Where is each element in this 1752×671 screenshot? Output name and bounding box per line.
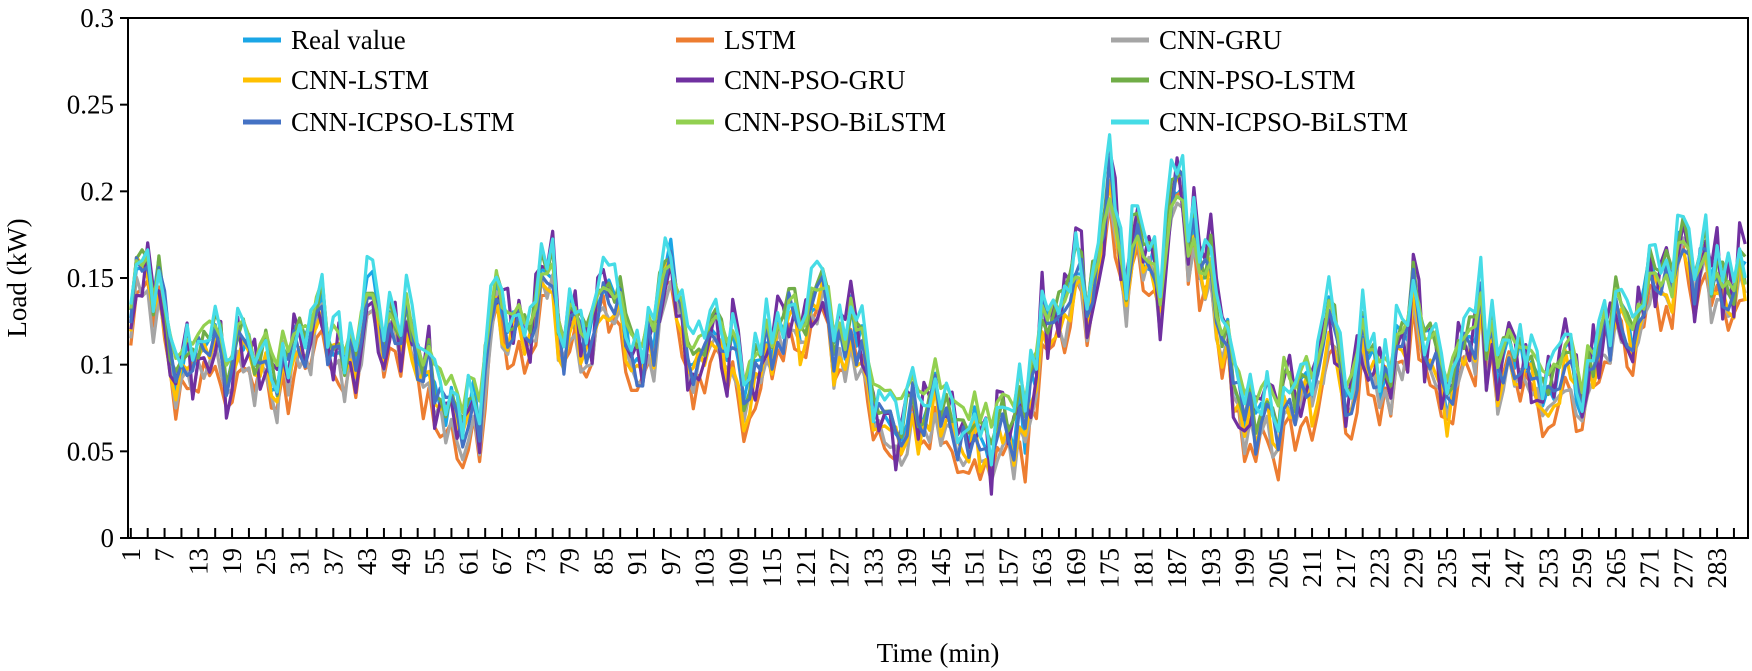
x-tick-label: 61 xyxy=(453,548,483,575)
x-tick-label: 259 xyxy=(1567,548,1597,589)
legend: Real value LSTM CNN-GRU CNN-LSTM CNN-PSO-GRU… xyxy=(243,25,1408,137)
x-tick-label: 217 xyxy=(1331,548,1361,589)
x-axis: 1 7 13 19 25 31 37 43 49 55 61 67 73 79 85 91 97 103 109 11… xyxy=(116,528,1735,589)
y-tick-label: 0 xyxy=(101,523,115,553)
x-tick-label: 175 xyxy=(1095,548,1125,589)
x-tick-label: 73 xyxy=(521,548,551,575)
x-tick-label: 25 xyxy=(251,548,281,575)
x-tick-label: 127 xyxy=(825,548,855,589)
x-tick-label: 205 xyxy=(1263,548,1293,589)
x-tick-label: 253 xyxy=(1533,548,1563,589)
x-tick-label: 163 xyxy=(1027,548,1057,589)
x-axis-title: Time (min) xyxy=(877,638,1000,668)
legend-label: CNN-GRU xyxy=(1159,25,1282,55)
x-tick-label: 283 xyxy=(1702,548,1732,589)
x-tick-label: 55 xyxy=(420,548,450,575)
x-tick-label: 97 xyxy=(656,548,686,575)
x-tick-label: 247 xyxy=(1500,548,1530,589)
x-tick-label: 79 xyxy=(555,548,585,575)
y-tick-label: 0.1 xyxy=(80,350,114,380)
x-tick-label: 151 xyxy=(960,548,990,589)
x-tick-label: 169 xyxy=(1061,548,1091,589)
x-tick-label: 103 xyxy=(690,548,720,589)
plot-frame xyxy=(127,17,1749,539)
x-tick-label: 157 xyxy=(993,548,1023,589)
x-tick-label: 223 xyxy=(1365,548,1395,589)
series-line xyxy=(129,148,1747,496)
x-tick-label: 115 xyxy=(757,548,787,588)
x-tick-label: 211 xyxy=(1297,548,1327,588)
x-tick-label: 277 xyxy=(1668,548,1698,589)
y-tick-label: 0.15 xyxy=(67,263,114,293)
x-tick-label: 199 xyxy=(1230,548,1260,589)
x-tick-label: 13 xyxy=(183,548,213,575)
x-tick-label: 49 xyxy=(386,548,416,575)
legend-label: LSTM xyxy=(724,25,796,55)
x-tick-label: 193 xyxy=(1196,548,1226,589)
y-tick-label: 0.05 xyxy=(67,436,114,466)
x-tick-label: 7 xyxy=(150,548,180,562)
series-lines xyxy=(129,133,1747,496)
x-tick-label: 31 xyxy=(285,548,315,575)
legend-label: CNN-PSO-LSTM xyxy=(1159,65,1356,95)
x-tick-label: 133 xyxy=(858,548,888,589)
x-tick-label: 91 xyxy=(622,548,652,575)
x-tick-label: 241 xyxy=(1466,548,1496,589)
x-tick-label: 85 xyxy=(588,548,618,575)
legend-label: Real value xyxy=(291,25,406,55)
x-tick-label: 265 xyxy=(1601,548,1631,589)
x-tick-label: 67 xyxy=(487,548,517,575)
x-tick-label: 139 xyxy=(892,548,922,589)
x-tick-label: 19 xyxy=(217,548,247,575)
legend-label: CNN-ICPSO-LSTM xyxy=(291,107,515,137)
y-axis-title: Load (kW) xyxy=(2,218,32,337)
x-tick-label: 109 xyxy=(723,548,753,589)
x-tick-label: 181 xyxy=(1128,548,1158,589)
legend-label: CNN-PSO-GRU xyxy=(724,65,906,95)
legend-label: CNN-PSO-BiLSTM xyxy=(724,107,946,137)
y-axis: 0 0.05 0.1 0.15 0.2 0.25 0.3 xyxy=(67,3,128,553)
y-tick-label: 0.25 xyxy=(67,90,114,120)
x-tick-label: 187 xyxy=(1162,548,1192,589)
x-tick-label: 145 xyxy=(926,548,956,589)
x-tick-label: 1 xyxy=(116,548,146,562)
x-tick-label: 37 xyxy=(318,548,348,575)
x-tick-label: 235 xyxy=(1432,548,1462,589)
y-tick-label: 0.2 xyxy=(80,176,114,206)
series-line xyxy=(129,133,1747,467)
y-tick-label: 0.3 xyxy=(80,3,114,33)
x-tick-label: 121 xyxy=(791,548,821,589)
x-tick-label: 43 xyxy=(352,548,382,575)
legend-label: CNN-ICPSO-BiLSTM xyxy=(1159,107,1408,137)
x-tick-label: 229 xyxy=(1398,548,1428,589)
legend-label: CNN-LSTM xyxy=(291,65,429,95)
x-tick-label: 271 xyxy=(1635,548,1665,589)
